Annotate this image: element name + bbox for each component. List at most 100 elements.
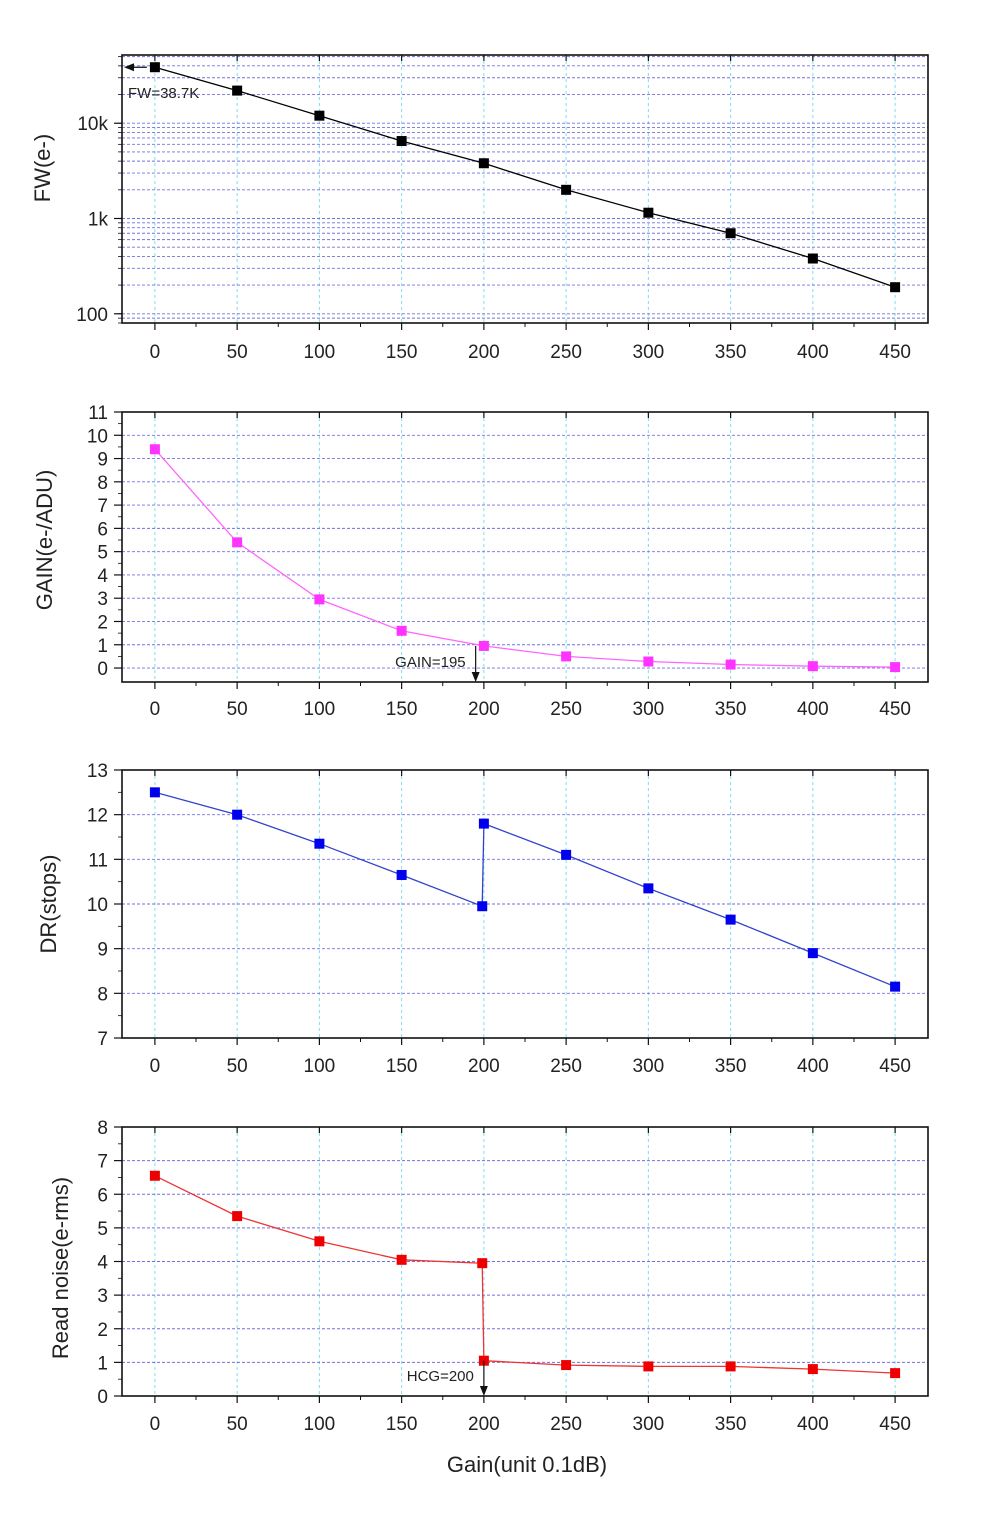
data-point	[643, 656, 654, 667]
data-point	[561, 651, 572, 662]
y-tick-label: 0	[97, 659, 108, 680]
x-tick-label: 350	[715, 1056, 747, 1077]
data-point	[396, 136, 407, 147]
data-point	[314, 594, 325, 605]
data-point	[561, 849, 572, 860]
panel-gain: 0 50 100 150 200 250 300 350 400 4500123456789101…	[32, 403, 929, 720]
data-point	[725, 659, 736, 670]
x-tick-label: 250	[550, 1056, 582, 1077]
x-tick-label: 300	[633, 342, 665, 363]
x-tick-label: 400	[797, 1414, 829, 1435]
x-tick-label: 50	[227, 1056, 248, 1077]
data-point	[643, 1361, 654, 1372]
data-point	[314, 1236, 325, 1247]
data-point	[725, 1361, 736, 1372]
series-line	[154, 791, 896, 988]
y-tick-label: 7	[97, 1152, 108, 1173]
x-tick-label: 250	[550, 1414, 582, 1435]
y-tick-label: 12	[87, 806, 108, 827]
series-line	[154, 448, 896, 668]
y-tick-label: 8	[97, 1118, 108, 1139]
x-tick-label: 50	[227, 342, 248, 363]
x-tick-label: 450	[879, 699, 911, 720]
x-tick-label: 450	[879, 1414, 911, 1435]
data-point	[478, 158, 489, 169]
y-tick-label: 100	[76, 305, 108, 326]
y-tick-label: 4	[97, 566, 108, 587]
data-point	[561, 1360, 572, 1371]
x-tick-label: 400	[797, 342, 829, 363]
x-tick-label: 0	[150, 699, 161, 720]
data-point	[561, 184, 572, 195]
y-tick-label: 8	[97, 473, 108, 494]
annotation-arrowhead	[479, 1386, 488, 1396]
data-point	[807, 253, 818, 264]
data-point	[149, 1170, 160, 1181]
y-tick-label: 5	[97, 543, 108, 564]
x-tick-label: 300	[633, 699, 665, 720]
data-point	[149, 787, 160, 798]
data-point	[314, 110, 325, 121]
y-axis-label: GAIN(e-/ADU)	[32, 470, 57, 611]
y-axis-label: FW(e-)	[30, 134, 55, 202]
x-tick-label: 0	[150, 1414, 161, 1435]
data-point	[807, 661, 818, 672]
annotation-label: GAIN=195	[395, 654, 465, 671]
y-tick-label: 3	[97, 589, 108, 610]
data-point	[890, 981, 901, 992]
x-tick-label: 150	[386, 699, 418, 720]
x-tick-label: 350	[715, 1414, 747, 1435]
data-point	[643, 207, 654, 218]
x-tick-label: 300	[633, 1414, 665, 1435]
annotation-arrowhead	[124, 63, 134, 72]
x-tick-label: 400	[797, 699, 829, 720]
y-axis-label: DR(stops)	[36, 854, 61, 953]
x-axis-label: Gain(unit 0.1dB)	[447, 1452, 607, 1477]
x-tick-label: 300	[633, 1056, 665, 1077]
x-tick-label: 200	[468, 342, 500, 363]
x-tick-label: 50	[227, 699, 248, 720]
y-tick-label: 9	[97, 450, 108, 471]
panel-full-well: 0 50 100 150 200 250 300 350 400 450 100 1k 10k FW(e-…	[30, 54, 929, 363]
x-tick-label: 50	[227, 1414, 248, 1435]
data-point	[890, 662, 901, 673]
y-tick-label: 1k	[88, 209, 109, 230]
y-tick-label: 13	[87, 761, 108, 782]
x-tick-label: 200	[468, 1414, 500, 1435]
x-tick-label: 100	[304, 1056, 336, 1077]
data-point	[643, 883, 654, 894]
data-point	[396, 869, 407, 880]
x-tick-label: 400	[797, 1056, 829, 1077]
data-point	[807, 1364, 818, 1375]
x-tick-label: 200	[468, 699, 500, 720]
y-tick-label: 6	[97, 519, 108, 540]
y-tick-label: 9	[97, 940, 108, 961]
y-tick-label: 2	[97, 612, 108, 633]
y-axis-label: Read noise(e-rms)	[48, 1177, 73, 1359]
y-tick-label: 7	[97, 1029, 108, 1050]
x-tick-label: 350	[715, 342, 747, 363]
data-point	[396, 625, 407, 636]
data-point	[396, 1254, 407, 1265]
y-tick-label: 10	[87, 426, 108, 447]
data-point	[725, 228, 736, 239]
plot-frame	[121, 54, 929, 324]
series-line	[154, 66, 896, 288]
data-point	[807, 948, 818, 959]
panel-dynamic-range: 0 50 100 150 200 250 300 350 400 450 7 8 9 10 11 12 13 DR…	[36, 761, 929, 1077]
data-point	[890, 282, 901, 293]
x-tick-label: 150	[386, 1056, 418, 1077]
y-tick-label: 10k	[77, 114, 108, 135]
y-tick-label: 4	[97, 1253, 108, 1274]
data-point	[478, 640, 489, 651]
x-tick-label: 450	[879, 1056, 911, 1077]
y-tick-label: 1	[97, 1353, 108, 1374]
y-tick-label: 8	[97, 984, 108, 1005]
data-point	[890, 1368, 901, 1379]
x-tick-label: 100	[304, 1414, 336, 1435]
x-tick-label: 0	[150, 342, 161, 363]
x-tick-label: 100	[304, 342, 336, 363]
x-tick-label: 250	[550, 342, 582, 363]
y-tick-label: 3	[97, 1286, 108, 1307]
